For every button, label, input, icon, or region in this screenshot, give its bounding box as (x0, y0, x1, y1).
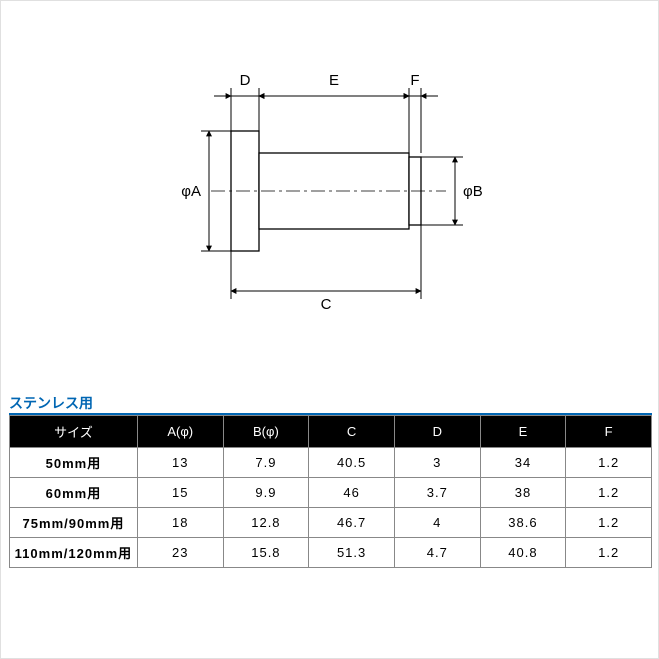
cell: 9.9 (223, 478, 309, 508)
cell: 23 (137, 538, 223, 568)
table-row: 110mm/120mm用 23 15.8 51.3 4.7 40.8 1.2 (10, 538, 652, 568)
col-header-size: サイズ (10, 416, 138, 448)
section-title: ステンレス用 (9, 393, 93, 413)
cell: 13 (137, 448, 223, 478)
cell: 4 (394, 508, 480, 538)
cell-size: 110mm/120mm用 (10, 538, 138, 568)
label-phi-a: φA (181, 183, 201, 200)
cell: 15.8 (223, 538, 309, 568)
cell-size: 50mm用 (10, 448, 138, 478)
cell: 38 (480, 478, 566, 508)
col-header-d2: D (394, 416, 480, 448)
cell: 40.8 (480, 538, 566, 568)
cell-size: 60mm用 (10, 478, 138, 508)
cell: 46 (309, 478, 395, 508)
cell: 3.7 (394, 478, 480, 508)
cell: 4.7 (394, 538, 480, 568)
label-e: E (329, 72, 339, 89)
cell: 1.2 (566, 508, 652, 538)
table-row: 50mm用 13 7.9 40.5 3 34 1.2 (10, 448, 652, 478)
cell: 1.2 (566, 478, 652, 508)
dimension-table: サイズ A(φ) B(φ) C D E F 50mm用 13 7.9 40.5 … (9, 415, 652, 568)
cell: 7.9 (223, 448, 309, 478)
cell: 18 (137, 508, 223, 538)
table-row: 75mm/90mm用 18 12.8 46.7 4 38.6 1.2 (10, 508, 652, 538)
cell: 1.2 (566, 538, 652, 568)
cell: 38.6 (480, 508, 566, 538)
cell: 12.8 (223, 508, 309, 538)
label-d: D (240, 72, 251, 89)
col-header-b: B(φ) (223, 416, 309, 448)
cell: 46.7 (309, 508, 395, 538)
cell: 34 (480, 448, 566, 478)
label-f: F (410, 72, 419, 89)
col-header-f2: F (566, 416, 652, 448)
cell-size: 75mm/90mm用 (10, 508, 138, 538)
cell: 40.5 (309, 448, 395, 478)
page-container: D E F φA (0, 0, 659, 659)
col-header-e2: E (480, 416, 566, 448)
label-c: C (321, 296, 332, 313)
diagram-svg: D E F φA (171, 61, 491, 341)
col-header-a: A(φ) (137, 416, 223, 448)
label-phi-b: φB (463, 183, 483, 200)
table-header-row: サイズ A(φ) B(φ) C D E F (10, 416, 652, 448)
cell: 3 (394, 448, 480, 478)
table-body: 50mm用 13 7.9 40.5 3 34 1.2 60mm用 15 9.9 … (10, 448, 652, 568)
cell: 15 (137, 478, 223, 508)
table-row: 60mm用 15 9.9 46 3.7 38 1.2 (10, 478, 652, 508)
technical-diagram: D E F φA (171, 61, 491, 341)
col-header-c2: C (309, 416, 395, 448)
cell: 1.2 (566, 448, 652, 478)
cell: 51.3 (309, 538, 395, 568)
